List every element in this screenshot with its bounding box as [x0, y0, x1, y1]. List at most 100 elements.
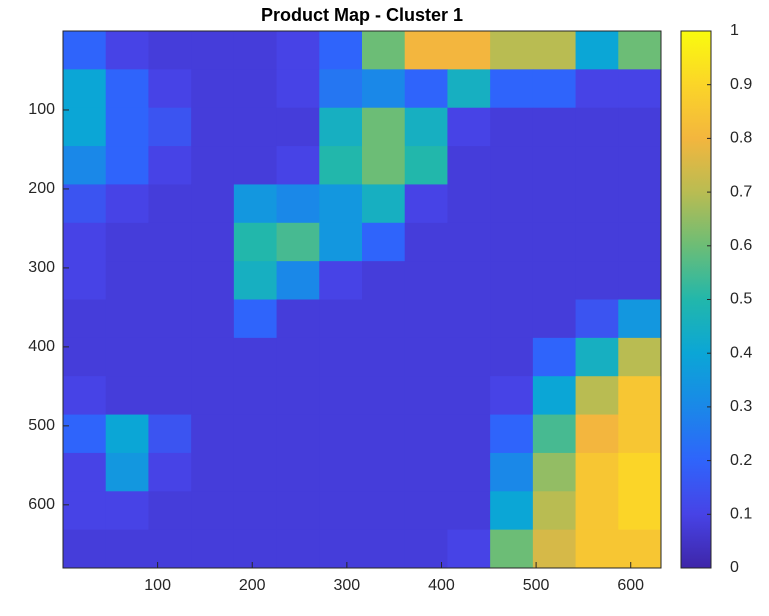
heat-cell [233, 222, 278, 262]
heat-cell [319, 376, 363, 416]
heat-cell [532, 337, 577, 377]
heat-cell [575, 529, 619, 569]
heat-cell [404, 69, 448, 109]
colorbar [680, 30, 712, 569]
heat-cell [191, 452, 235, 492]
heat-cell [233, 299, 278, 339]
heat-cell [319, 31, 363, 70]
heat-cell [490, 261, 534, 300]
heat-cell [148, 222, 192, 262]
y-tick-label: 200 [28, 180, 55, 197]
heat-cell [618, 261, 662, 300]
heat-cell [63, 261, 107, 300]
heat-cell [276, 69, 320, 109]
heat-cell [532, 376, 577, 416]
colorbar-tick-label: 0.4 [730, 344, 752, 361]
heat-cell [532, 452, 577, 492]
heat-cell [447, 299, 491, 339]
heat-cell [148, 337, 192, 377]
heat-cell [362, 376, 406, 416]
heat-cell [319, 337, 363, 377]
heat-cell [618, 452, 662, 492]
heat-cell [276, 337, 320, 377]
x-tick-label: 400 [428, 577, 455, 594]
heat-cell [319, 491, 363, 531]
heat-cell [105, 107, 149, 147]
colorbar-tick-label: 0.2 [730, 452, 752, 469]
heat-cell [532, 31, 577, 70]
heat-cell [575, 376, 619, 416]
heat-cell [148, 376, 192, 416]
heat-cell [532, 222, 577, 262]
y-tick-label: 400 [28, 338, 55, 355]
heat-cell [618, 31, 662, 70]
heat-cell [105, 69, 149, 109]
heat-cell [276, 529, 320, 569]
heat-cell [362, 146, 406, 185]
heat-cell [447, 31, 491, 70]
y-tick-label: 500 [28, 417, 55, 434]
heat-cell [276, 299, 320, 339]
heat-cell [276, 414, 320, 454]
heat-cell [490, 299, 534, 339]
heat-cell [618, 529, 662, 569]
heat-cell [575, 337, 619, 377]
heat-cell [233, 69, 278, 109]
heat-cell [233, 414, 278, 454]
heat-cell [233, 491, 278, 531]
heat-cell [63, 414, 107, 454]
heat-cell [362, 452, 406, 492]
heat-cell [532, 146, 577, 185]
heat-cell [447, 529, 491, 569]
heat-cell [490, 31, 534, 70]
heat-cell [362, 69, 406, 109]
heat-cell [233, 452, 278, 492]
heat-cell [532, 529, 577, 569]
heat-cell [447, 222, 491, 262]
heat-cell [575, 184, 619, 224]
heat-cell [404, 184, 448, 224]
heat-cell [276, 491, 320, 531]
heat-cell [362, 222, 406, 262]
heat-cell [575, 222, 619, 262]
heat-cell [490, 146, 534, 185]
heat-cell [191, 337, 235, 377]
heat-cell [148, 299, 192, 339]
heat-cell [148, 184, 192, 224]
colorbar-tick-label: 0.8 [730, 130, 752, 147]
colorbar-tick-label: 0.7 [730, 183, 752, 200]
heat-cell [447, 184, 491, 224]
heat-cell [575, 31, 619, 70]
heat-cell [319, 299, 363, 339]
heat-cell [233, 146, 278, 185]
heat-cell [105, 299, 149, 339]
heat-cell [532, 414, 577, 454]
heat-cell [362, 299, 406, 339]
heat-cell [63, 299, 107, 339]
heat-cell [105, 261, 149, 300]
colorbar-tick-label: 1 [730, 22, 739, 39]
heat-cell [362, 31, 406, 70]
heat-cell [148, 107, 192, 147]
heat-cell [105, 146, 149, 185]
heat-cell [618, 146, 662, 185]
heat-cell [319, 69, 363, 109]
heat-cell [63, 376, 107, 416]
heat-cell [276, 222, 320, 262]
heat-cell [276, 452, 320, 492]
heat-cell [233, 337, 278, 377]
heat-cell [575, 491, 619, 531]
heat-cell [105, 414, 149, 454]
heat-cell [148, 491, 192, 531]
colorbar-tick-label: 0.6 [730, 237, 752, 254]
heat-cell [63, 107, 107, 147]
heat-cell [447, 261, 491, 300]
heat-cell [447, 414, 491, 454]
heat-cell [490, 184, 534, 224]
heat-cell [404, 222, 448, 262]
heat-cell [404, 107, 448, 147]
heat-cell [618, 69, 662, 109]
heat-cell [148, 414, 192, 454]
heat-cell [319, 529, 363, 569]
